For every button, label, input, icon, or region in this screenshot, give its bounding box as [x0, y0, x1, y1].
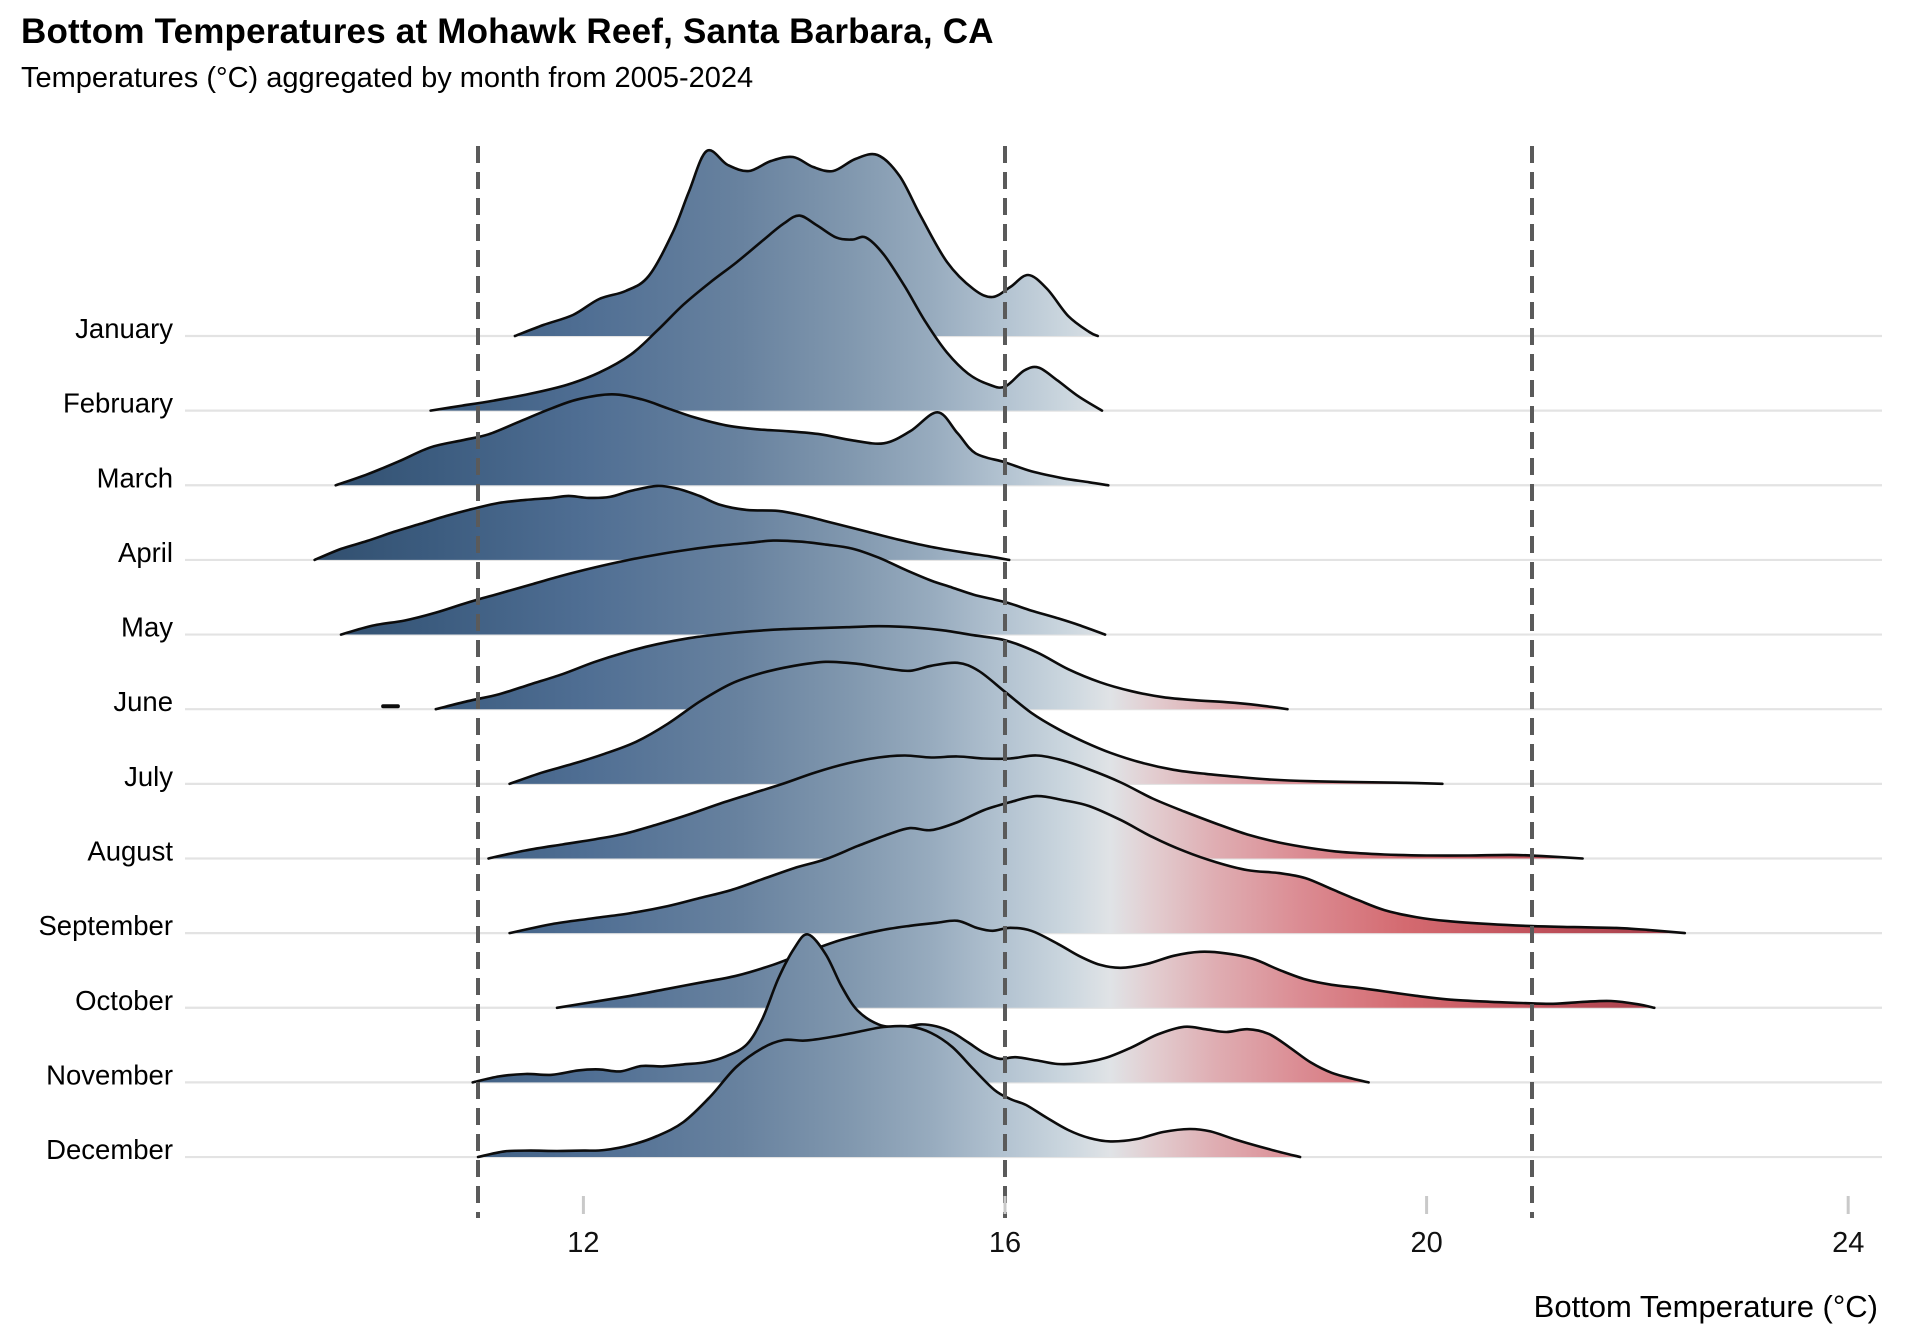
- density-curve-may: [339, 539, 1107, 636]
- month-label-may: May: [121, 612, 173, 643]
- x-axis-tick-label: 16: [989, 1227, 1021, 1259]
- month-label-september: September: [38, 910, 173, 941]
- density-fill-july: [509, 661, 1443, 784]
- density-curve-june: [434, 624, 1289, 711]
- chart-title: Bottom Temperatures at Mohawk Reef, Sant…: [21, 12, 994, 51]
- reference-lines: [476, 146, 1534, 1218]
- density-curve-january: [513, 148, 1100, 338]
- month-label-april: April: [118, 537, 173, 568]
- month-label-february: February: [63, 388, 173, 419]
- density-fill-march: [335, 394, 1109, 486]
- x-axis-tick-label: 20: [1410, 1227, 1442, 1259]
- density-curve-march: [334, 393, 1110, 487]
- density-fill-september: [509, 796, 1685, 934]
- month-label-october: October: [75, 985, 173, 1016]
- month-label-january: January: [75, 313, 173, 344]
- x-axis-tick-label: 24: [1832, 1227, 1864, 1259]
- month-label-november: November: [46, 1059, 173, 1090]
- density-fill-april: [314, 485, 1010, 560]
- density-curve-july: [508, 660, 1444, 786]
- density-fill-may: [341, 540, 1106, 635]
- density-fill-december: [478, 1026, 1301, 1158]
- density-fill-february: [430, 215, 1103, 411]
- density-curve-september: [508, 794, 1687, 935]
- month-label-july: July: [124, 761, 173, 792]
- density-curve-august: [487, 754, 1584, 860]
- density-fill-november: [472, 934, 1369, 1083]
- density-ridges: [313, 148, 1687, 1159]
- chart-subtitle: Temperatures (°C) aggregated by month fr…: [21, 62, 754, 94]
- month-label-august: August: [87, 835, 173, 866]
- month-labels: January February March April May June July Augu…: [38, 313, 173, 1165]
- x-axis-title: Bottom Temperature (°C): [1533, 1289, 1878, 1324]
- month-label-march: March: [97, 462, 173, 493]
- density-curve-april: [313, 484, 1011, 562]
- density-curve-december: [476, 1024, 1302, 1159]
- x-axis: 12 16 20 24: [567, 1196, 1864, 1259]
- density-curve-november: [471, 933, 1370, 1084]
- x-axis-tick-label: 12: [567, 1227, 599, 1259]
- month-label-december: December: [46, 1134, 173, 1165]
- month-label-june: June: [113, 686, 173, 717]
